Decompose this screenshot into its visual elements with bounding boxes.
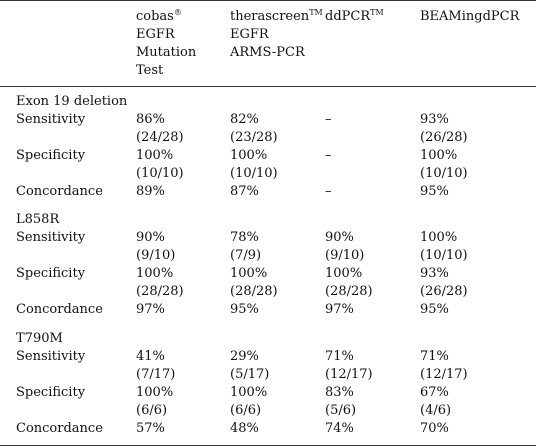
cell-count: (9/10) (325, 248, 365, 263)
cell-count: (7/17) (136, 367, 176, 382)
group-title-t790m: T790M (16, 331, 63, 346)
cell-value: 100% (230, 148, 268, 163)
header-ddpcr-sup: TM (370, 8, 384, 17)
cell-count: (28/28) (325, 284, 373, 299)
cell-count: (10/10) (420, 248, 468, 263)
top-rule (0, 0, 536, 1)
cell-count: (10/10) (420, 166, 468, 181)
header-therascreen-sup: TM (309, 8, 323, 17)
cell-value: 100% (420, 148, 458, 163)
cell-value: 90% (136, 230, 165, 245)
cell-count: (28/28) (136, 284, 184, 299)
cell-count: (10/10) (136, 166, 184, 181)
cell-value: 100% (325, 266, 363, 281)
header-beaming-line1: BEAMingdPCR (420, 9, 520, 24)
cell-value: 71% (420, 349, 449, 364)
header-cobas-line3: Mutation (136, 45, 197, 60)
cell-count: (7/9) (230, 248, 262, 263)
cell-value: 90% (325, 230, 354, 245)
row-label: Sensitivity (16, 230, 86, 245)
cell-value: 57% (136, 421, 165, 436)
cell-value: 78% (230, 230, 259, 245)
cell-count: (4/6) (420, 403, 452, 418)
cell-value: 86% (136, 112, 165, 127)
header-ddpcr-line1: ddPCR (325, 9, 371, 24)
group-title-l858r: L858R (16, 212, 60, 227)
row-label: Specificity (16, 148, 86, 163)
cell-value: 87% (230, 184, 259, 199)
cell-value: 100% (136, 148, 174, 163)
cell-value: 95% (230, 302, 259, 317)
cell-value: 100% (230, 266, 268, 281)
cell-value: 67% (420, 385, 449, 400)
cell-value: 97% (325, 302, 354, 317)
header-cobas-line1: cobas (136, 9, 174, 24)
cell-value: 41% (136, 349, 165, 364)
row-label: Sensitivity (16, 112, 86, 127)
header-cobas-line2: EGFR (136, 27, 175, 42)
cell-count: (12/17) (325, 367, 373, 382)
cell-value: 100% (136, 266, 174, 281)
cell-value: 95% (420, 302, 449, 317)
header-therascreen-line1: therascreen (230, 9, 310, 24)
cell-count: (23/28) (230, 130, 278, 145)
header-beaming: BEAMingdPCR (420, 8, 519, 26)
cell-value: – (325, 184, 332, 199)
header-rule (0, 86, 536, 87)
cell-count: (10/10) (230, 166, 278, 181)
header-ddpcr: ddPCRTM (325, 8, 384, 26)
cell-value: 71% (325, 349, 354, 364)
cell-count: (12/17) (420, 367, 468, 382)
row-label: Specificity (16, 266, 86, 281)
row-label: Concordance (16, 421, 103, 436)
cell-value: 100% (420, 230, 458, 245)
cell-value: 97% (136, 302, 165, 317)
cell-count: (26/28) (420, 284, 468, 299)
cell-value: 100% (230, 385, 268, 400)
header-cobas-line4: Test (136, 63, 164, 78)
header-therascreen-line3: ARMS-PCR (230, 45, 305, 60)
cell-count: (5/17) (230, 367, 270, 382)
cell-value: 29% (230, 349, 259, 364)
row-label: Sensitivity (16, 349, 86, 364)
header-therascreen-line2: EGFR (230, 27, 269, 42)
cell-value: 93% (420, 266, 449, 281)
cell-value: 83% (325, 385, 354, 400)
header-cobas: cobas® EGFR Mutation Test (136, 8, 196, 80)
bottom-rule (0, 445, 536, 446)
cell-value: 89% (136, 184, 165, 199)
cell-count: (6/6) (136, 403, 168, 418)
cell-count: (24/28) (136, 130, 184, 145)
cell-value: 100% (136, 385, 174, 400)
cell-value: 93% (420, 112, 449, 127)
cell-value: 70% (420, 421, 449, 436)
cell-count: (5/6) (325, 403, 357, 418)
cell-value: 82% (230, 112, 259, 127)
group-title-exon19: Exon 19 deletion (16, 94, 128, 109)
cell-value: 95% (420, 184, 449, 199)
cell-value: – (325, 148, 332, 163)
cell-value: 74% (325, 421, 354, 436)
cell-value: 48% (230, 421, 259, 436)
header-therascreen: therascreenTM EGFR ARMS-PCR (230, 8, 323, 62)
cell-count: (6/6) (230, 403, 262, 418)
row-label: Concordance (16, 184, 103, 199)
cell-count: (28/28) (230, 284, 278, 299)
cell-count: (26/28) (420, 130, 468, 145)
row-label: Concordance (16, 302, 103, 317)
cell-value: – (325, 112, 332, 127)
row-label: Specificity (16, 385, 86, 400)
header-cobas-sup: ® (173, 8, 182, 17)
cell-count: (9/10) (136, 248, 176, 263)
